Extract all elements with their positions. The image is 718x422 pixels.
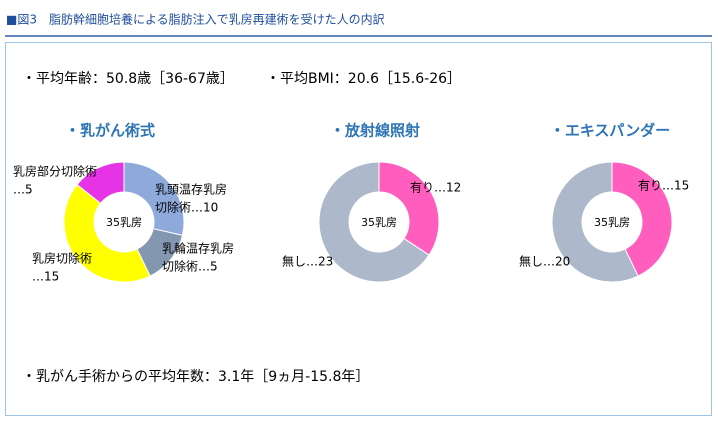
figure-title: ■図3 脂肪幹細胞培養による脂肪注入で乳房再建術を受けた人の内訳 (6, 12, 385, 27)
center-label: 35乳房 (106, 216, 142, 229)
stat-years: ・乳がん手術からの平均年数：3.1年［9ヵ月-15.8年］ (22, 369, 369, 385)
stat-age: ・平均年齢：50.8歳［36-67歳］ (22, 71, 234, 87)
donut-slice (378, 161, 440, 256)
data-label: …5 (13, 183, 33, 197)
donut-slice (551, 161, 639, 283)
donut-slice (123, 161, 185, 236)
donut-slice (63, 183, 151, 283)
data-label: …15 (32, 270, 59, 284)
data-label: 有り…12 (410, 181, 461, 195)
data-label: 乳頭温存乳房 (155, 182, 227, 197)
data-label: 有り…15 (638, 179, 689, 193)
chart-title: ・放射線照射 (330, 122, 420, 140)
data-label: 切除術…5 (162, 259, 218, 274)
data-label: 無し…23 (282, 254, 333, 269)
data-label: 乳房切除術 (32, 251, 92, 266)
data-label: 無し…20 (519, 254, 570, 269)
donut-slice (76, 161, 125, 204)
stat-bmi: ・平均BMI：20.6［15.6-26］ (266, 71, 461, 87)
data-label: 乳輪温存乳房 (162, 241, 234, 256)
chart-title: ・乳がん術式 (65, 122, 155, 140)
panel-border (5, 42, 712, 416)
center-label: 35乳房 (594, 216, 630, 229)
donut-slice (318, 161, 430, 283)
data-label: 乳房部分切除術 (13, 164, 97, 179)
center-label: 35乳房 (361, 216, 397, 229)
chart-title: ・エキスパンダー (550, 122, 670, 140)
data-label: 切除術…10 (155, 200, 218, 215)
donut-slice (611, 161, 673, 277)
